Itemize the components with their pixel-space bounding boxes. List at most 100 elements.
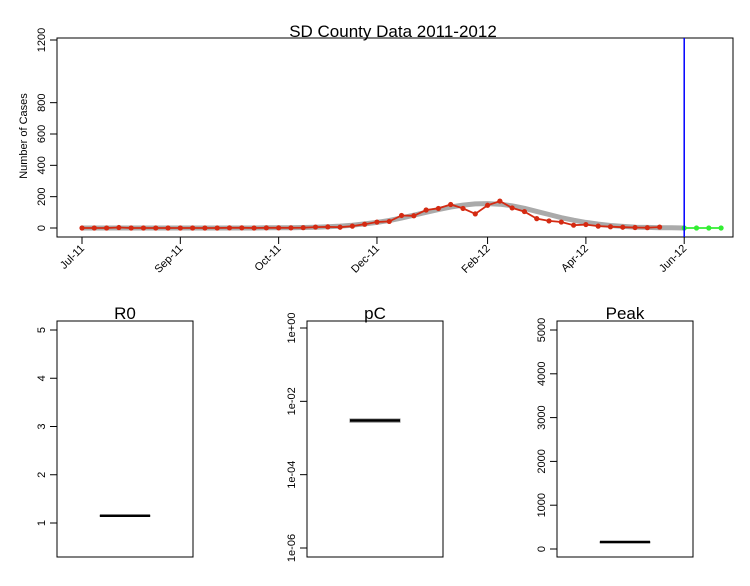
pc-title: pC — [364, 304, 386, 323]
observed-point — [460, 205, 466, 212]
x-tick-label: Jun-12 — [657, 243, 689, 275]
y-tick-label: 3 — [36, 423, 48, 429]
y-tick-label: 1e-04 — [286, 461, 298, 489]
y-tick-label: 1200 — [36, 28, 48, 52]
observed-point — [177, 225, 183, 231]
r0-frame — [56, 320, 194, 558]
peak-box — [599, 540, 651, 544]
observed-point — [558, 219, 564, 225]
y-tick-label: 2000 — [536, 449, 548, 473]
forecast-point — [718, 225, 724, 231]
observed-point — [497, 198, 503, 204]
y-axis: 0 200 400 600 800 1200 — [36, 28, 57, 231]
y-tick-label: 2 — [36, 472, 48, 478]
observed-point — [214, 225, 220, 231]
observed-point — [362, 221, 368, 227]
observed-point — [398, 212, 405, 219]
observed-point — [312, 224, 319, 230]
observed-point — [263, 225, 269, 231]
observed-point — [374, 219, 380, 225]
x-tick-label: Oct-11 — [253, 243, 284, 274]
y-tick-label: 1e-02 — [286, 387, 298, 415]
observed-point — [128, 225, 134, 231]
observed-point — [226, 225, 233, 231]
observed-point — [521, 208, 528, 215]
observed-point — [276, 225, 282, 231]
x-tick-label: Dec-11 — [349, 243, 382, 276]
r0-y-axis: 1 2 3 4 5 — [36, 327, 57, 526]
y-tick-label: 5000 — [536, 318, 548, 342]
forecast-point — [693, 225, 700, 231]
y-axis-label: Number of Cases — [18, 93, 30, 179]
observed-point — [472, 211, 478, 217]
observed-point — [116, 224, 122, 231]
y-tick-label: 5 — [36, 327, 48, 333]
y-tick-label: 800 — [36, 93, 48, 111]
observed-point — [534, 216, 540, 222]
x-tick-label: Apr-12 — [559, 243, 591, 275]
observed-point — [644, 225, 650, 231]
observed-point — [657, 224, 663, 230]
r0-box — [99, 514, 151, 518]
y-tick-label: 0 — [536, 546, 548, 552]
observed-point — [411, 213, 417, 219]
observed-point — [448, 201, 454, 208]
main-plot-frame — [56, 37, 734, 238]
y-tick-label: 0 — [36, 225, 48, 231]
observed-point — [349, 223, 355, 229]
observed-point — [607, 224, 614, 230]
observed-point — [140, 225, 147, 231]
observed-point — [595, 223, 601, 229]
pc-frame — [306, 320, 444, 558]
x-tick-label: Sep-11 — [152, 243, 185, 276]
series-layer — [79, 198, 724, 231]
model-fit-line — [82, 201, 685, 231]
y-tick-label: 1e-06 — [286, 534, 298, 562]
peak-title: Peak — [606, 304, 645, 323]
observed-point — [288, 225, 294, 231]
y-tick-label: 4 — [36, 375, 48, 381]
observed-point — [620, 224, 626, 230]
observed-point — [103, 225, 110, 231]
observed-point — [509, 205, 515, 211]
pc-box — [349, 418, 401, 423]
observed-point — [79, 225, 85, 231]
observed-point — [484, 202, 491, 208]
observed-point — [325, 224, 331, 230]
observed-point — [571, 222, 577, 228]
observed-point — [165, 225, 171, 231]
observed-point — [546, 218, 552, 224]
y-tick-label: 200 — [36, 187, 48, 205]
y-tick-label: 1000 — [536, 493, 548, 517]
observed-point — [337, 224, 343, 230]
observed-point — [190, 225, 196, 231]
pc-boxplot: pC 1e-06 1e-04 1e-02 1e+00 — [286, 304, 444, 562]
observed-point — [153, 225, 159, 231]
r0-title: R0 — [114, 304, 136, 323]
y-tick-label: 1 — [36, 520, 48, 526]
observed-point — [583, 221, 589, 228]
observed-point — [202, 225, 208, 231]
forecast-point — [706, 225, 712, 231]
observed-point — [300, 225, 306, 231]
observed-point — [251, 225, 257, 231]
y-tick-label: 400 — [36, 156, 48, 174]
peak-y-axis: 0 1000 2000 3000 4000 5000 — [536, 318, 557, 552]
observed-point — [386, 218, 392, 225]
observed-point — [239, 225, 245, 231]
x-tick-label: Feb-12 — [460, 243, 493, 276]
observed-point — [435, 205, 442, 212]
y-tick-label: 3000 — [536, 405, 548, 429]
x-tick-label: Jul-11 — [58, 243, 87, 272]
y-tick-label: 4000 — [536, 362, 548, 386]
observed-point — [91, 225, 97, 231]
x-axis: Jul-11 Sep-11 Oct-11 Dec-11 Feb-12 Apr-12 Jun-… — [58, 237, 689, 276]
y-tick-label: 1e+00 — [286, 313, 298, 344]
observed-point — [632, 224, 638, 231]
peak-boxplot: Peak 0 1000 2000 3000 4000 5000 — [536, 304, 694, 558]
y-tick-label: 600 — [36, 125, 48, 143]
main-title: SD County Data 2011-2012 — [289, 22, 497, 41]
time-series-plot: SD County Data 2011-2012 Number of Cases… — [18, 22, 734, 276]
peak-frame — [556, 320, 694, 558]
